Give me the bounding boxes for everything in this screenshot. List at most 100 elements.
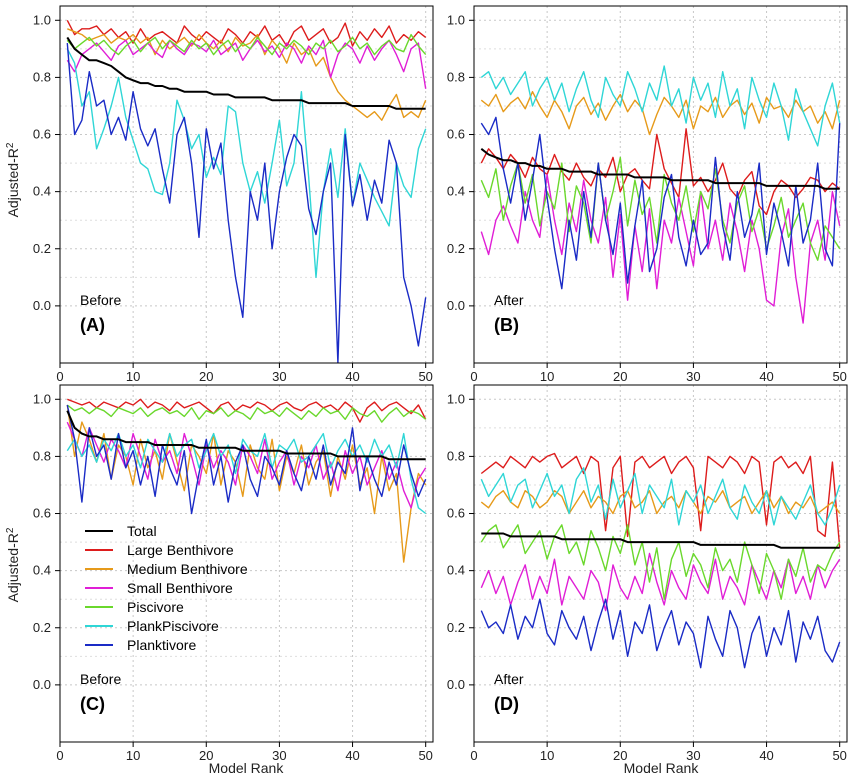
panel-tag: (B)	[494, 315, 519, 335]
x-tick-label: 30	[272, 748, 286, 763]
y-tick-label: 1.0	[447, 12, 465, 27]
legend-label: Large Benthivore	[127, 542, 234, 558]
x-tick-label: 0	[470, 748, 477, 763]
x-tick-label: 20	[199, 748, 213, 763]
series-line-medium-benthivore	[66, 404, 427, 563]
series-line-plankpiscivore	[480, 65, 841, 147]
y-tick-label: 0.4	[33, 563, 51, 578]
x-axis-title-right: Model Rank	[624, 760, 700, 776]
x-tick-label: 10	[540, 748, 554, 763]
plot-frame	[59, 384, 434, 743]
series-line-medium-benthivore	[480, 490, 841, 515]
x-tick-label: 0	[470, 369, 477, 384]
x-tick-label: 30	[686, 369, 700, 384]
y-tick-label: 0.0	[447, 677, 465, 692]
y-tick-label: 0.2	[447, 241, 465, 256]
x-tick-label: 0	[56, 748, 63, 763]
x-tick-label: 10	[540, 369, 554, 384]
series-line-large-benthivore	[480, 128, 841, 216]
legend-label: Medium Benthivore	[127, 561, 248, 577]
series-line-plankpiscivore	[480, 467, 841, 526]
y-tick-label: 1.0	[33, 391, 51, 406]
x-tick-label: 0	[56, 369, 63, 384]
legend-label: Small Benthivore	[127, 580, 233, 596]
series-line-large-benthivore	[66, 19, 427, 47]
x-tick-label: 30	[686, 748, 700, 763]
x-tick-label: 10	[126, 369, 140, 384]
y-tick-label: 1.0	[33, 12, 51, 27]
legend: Total Large Benthivore Medium Benthivore Sm…	[85, 523, 248, 653]
legend-label: Planktivore	[127, 637, 196, 653]
y-tick-label: 0.8	[447, 448, 465, 463]
x-axis-title-left: Model Rank	[209, 760, 285, 776]
x-tick-label: 50	[832, 748, 846, 763]
series-line-total	[480, 148, 840, 190]
period-label: Before	[80, 671, 121, 687]
y-tick-label: 0.8	[33, 69, 51, 84]
x-tick-label: 40	[759, 748, 773, 763]
x-tick-label: 20	[613, 748, 627, 763]
y-tick-label: 0.0	[33, 298, 51, 313]
y-tick-label: 0.6	[33, 506, 51, 521]
y-tick-label: 1.0	[447, 391, 465, 406]
y-axis-title-top: Adjusted-R2	[5, 142, 22, 217]
series-line-medium-benthivore	[480, 90, 841, 136]
series-line-piscivore	[66, 33, 427, 56]
x-tick-label: 20	[199, 369, 213, 384]
x-tick-label: 20	[613, 369, 627, 384]
y-tick-label: 0.8	[447, 69, 465, 84]
period-label: After	[494, 292, 524, 308]
series-line-piscivore	[480, 156, 841, 261]
series-line-planktivore	[66, 404, 427, 515]
x-tick-label: 30	[272, 369, 286, 384]
series-line-planktivore	[66, 43, 427, 363]
plot-frame	[59, 5, 434, 364]
panel-d: 0 10 20 30 40 50 0.0 0.2 0.4 0.6 0.8 1.0 After (D)	[447, 384, 848, 763]
y-tick-label: 0.2	[447, 620, 465, 635]
series-line-large-benthivore	[67, 398, 427, 423]
y-tick-label: 0.6	[33, 127, 51, 142]
y-tick-label: 0.2	[33, 620, 51, 635]
x-tick-label: 50	[418, 748, 432, 763]
x-tick-label: 50	[418, 369, 432, 384]
x-tick-label: 40	[759, 369, 773, 384]
series-line-total	[66, 410, 426, 461]
series-line-large-benthivore	[480, 452, 841, 548]
y-tick-label: 0.6	[447, 506, 465, 521]
legend-label: Piscivore	[127, 599, 184, 615]
panel-tag: (A)	[80, 315, 105, 335]
y-tick-label: 0.6	[447, 127, 465, 142]
y-tick-label: 0.0	[33, 677, 51, 692]
series-line-total	[66, 36, 426, 110]
panel-tag: (C)	[80, 694, 105, 714]
x-tick-label: 50	[832, 369, 846, 384]
legend-label: PlankPiscivore	[127, 618, 219, 634]
series-line-total	[481, 532, 840, 549]
y-tick-label: 0.4	[447, 184, 465, 199]
plot-frame	[473, 5, 848, 364]
x-tick-label: 40	[345, 369, 359, 384]
y-tick-label: 0.0	[447, 298, 465, 313]
period-label: After	[494, 671, 524, 687]
series-line-piscivore	[66, 404, 427, 423]
panel-a: 0 10 20 30 40 50 0.0 0.2 0.4 0.6 0.8 1.0 Before (A)	[33, 5, 434, 384]
legend-label: Total	[127, 523, 157, 539]
y-tick-label: 0.8	[33, 448, 51, 463]
series-line-plankpiscivore	[66, 48, 427, 278]
y-axis-title-bottom: Adjusted-R2	[5, 527, 22, 602]
period-label: Before	[80, 292, 121, 308]
series-line-small-benthivore	[66, 39, 427, 89]
panel-tag: (D)	[494, 694, 519, 714]
series-line-small-benthivore	[480, 552, 841, 612]
y-tick-label: 0.4	[33, 184, 51, 199]
panel-c: 0 10 20 30 40 50 0.0 0.2 0.4 0.6 0.8 1.0 Before (C)	[33, 384, 434, 763]
plot-frame	[473, 384, 848, 743]
series-line-planktivore	[480, 598, 841, 669]
series-line-planktivore	[480, 116, 841, 290]
panel-b: 0 10 20 30 40 50 0.0 0.2 0.4 0.6 0.8 1.0 After (B)	[447, 5, 848, 384]
series-line-medium-benthivore	[67, 28, 427, 121]
y-tick-label: 0.4	[447, 563, 465, 578]
series-line-small-benthivore	[480, 173, 841, 324]
y-tick-label: 0.2	[33, 241, 51, 256]
